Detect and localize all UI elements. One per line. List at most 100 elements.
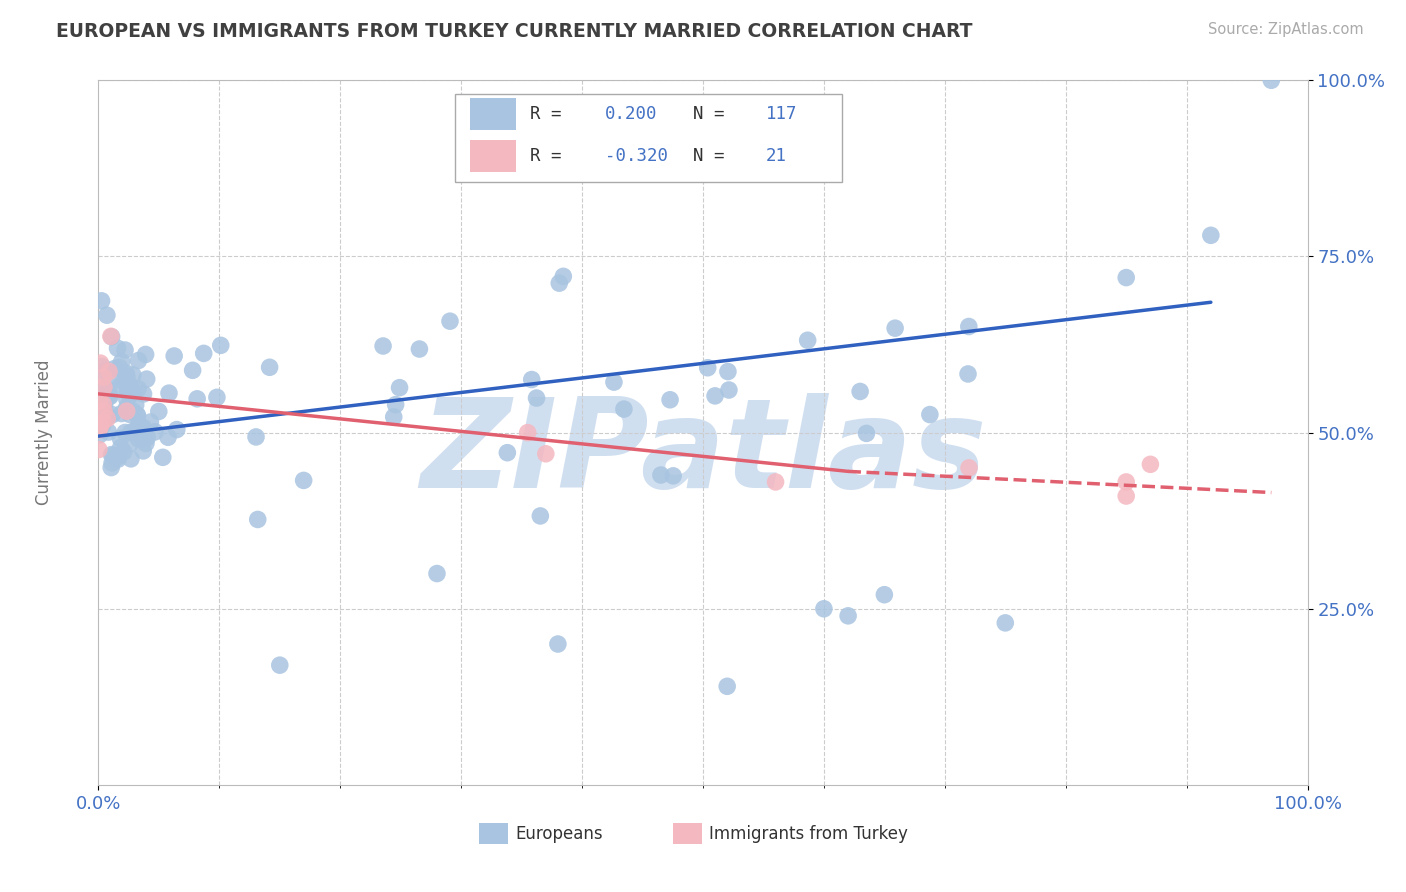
Point bbox=[98, 389, 121, 403]
Point bbox=[426, 566, 449, 581]
Point bbox=[716, 679, 738, 693]
Point bbox=[186, 392, 208, 406]
Point bbox=[796, 333, 818, 347]
Point bbox=[956, 367, 979, 381]
Point bbox=[98, 389, 121, 403]
Point bbox=[115, 366, 138, 380]
Point bbox=[121, 404, 143, 418]
Point bbox=[122, 368, 145, 382]
Point bbox=[118, 437, 141, 451]
Point bbox=[135, 372, 157, 386]
Point bbox=[553, 269, 575, 284]
Point bbox=[110, 432, 132, 446]
Text: Source: ZipAtlas.com: Source: ZipAtlas.com bbox=[1208, 22, 1364, 37]
Point bbox=[94, 393, 117, 408]
Point bbox=[603, 375, 626, 389]
Point bbox=[163, 349, 186, 363]
Point bbox=[112, 375, 135, 389]
Point bbox=[439, 314, 461, 328]
Point bbox=[918, 408, 941, 422]
Point bbox=[89, 393, 111, 408]
Point bbox=[717, 383, 740, 397]
Point bbox=[120, 451, 142, 466]
Point bbox=[112, 445, 135, 459]
Text: 21: 21 bbox=[766, 147, 787, 165]
Point bbox=[120, 425, 142, 440]
Point bbox=[93, 370, 115, 384]
Point bbox=[89, 356, 111, 370]
Point bbox=[496, 446, 519, 460]
Text: N =: N = bbox=[693, 105, 735, 123]
Point bbox=[662, 468, 685, 483]
Point bbox=[114, 425, 136, 440]
Point bbox=[520, 373, 543, 387]
Point bbox=[873, 588, 896, 602]
Point bbox=[516, 425, 538, 440]
Point bbox=[89, 427, 111, 442]
Point bbox=[650, 468, 672, 483]
Point bbox=[134, 425, 156, 439]
Point bbox=[108, 360, 131, 375]
Point bbox=[245, 430, 267, 444]
Bar bbox=[479, 823, 509, 844]
Bar bbox=[470, 140, 516, 172]
Point bbox=[127, 353, 149, 368]
Text: 117: 117 bbox=[766, 105, 797, 123]
Point bbox=[91, 415, 114, 429]
Point bbox=[124, 424, 146, 438]
Point bbox=[101, 408, 124, 422]
Point bbox=[1115, 475, 1137, 489]
Text: Currently Married: Currently Married bbox=[35, 359, 53, 506]
Point bbox=[98, 374, 121, 388]
Point bbox=[93, 398, 115, 412]
Point bbox=[87, 442, 110, 457]
Point bbox=[384, 398, 406, 412]
Text: -0.320: -0.320 bbox=[605, 147, 668, 165]
Point bbox=[132, 432, 155, 446]
Point bbox=[128, 418, 150, 433]
Point bbox=[193, 346, 215, 360]
Point bbox=[855, 426, 877, 441]
Point bbox=[131, 425, 153, 439]
Point bbox=[93, 384, 115, 398]
Point bbox=[957, 460, 980, 475]
Point bbox=[371, 339, 394, 353]
Point bbox=[93, 380, 115, 394]
Point bbox=[534, 447, 557, 461]
Bar bbox=[470, 98, 516, 129]
Point bbox=[136, 431, 159, 445]
Point bbox=[382, 409, 405, 424]
Point bbox=[132, 420, 155, 434]
Point bbox=[148, 404, 170, 418]
Point bbox=[118, 380, 141, 394]
Point bbox=[246, 512, 269, 526]
Point bbox=[120, 378, 142, 392]
Text: EUROPEAN VS IMMIGRANTS FROM TURKEY CURRENTLY MARRIED CORRELATION CHART: EUROPEAN VS IMMIGRANTS FROM TURKEY CURRE… bbox=[56, 22, 973, 41]
Point bbox=[93, 364, 115, 378]
Point bbox=[388, 381, 411, 395]
Point bbox=[108, 379, 131, 393]
Point bbox=[813, 601, 835, 615]
Point bbox=[205, 390, 228, 404]
Point bbox=[1260, 73, 1282, 87]
Point bbox=[1115, 270, 1137, 285]
Text: R =: R = bbox=[530, 105, 572, 123]
Point bbox=[114, 343, 136, 357]
Point bbox=[89, 419, 111, 434]
Text: R =: R = bbox=[530, 147, 572, 165]
Point bbox=[181, 363, 204, 377]
Point bbox=[157, 430, 180, 444]
Point bbox=[884, 321, 907, 335]
Point bbox=[100, 330, 122, 344]
Point bbox=[91, 418, 114, 433]
Point bbox=[152, 450, 174, 465]
Text: Immigrants from Turkey: Immigrants from Turkey bbox=[709, 824, 908, 843]
Point bbox=[115, 392, 138, 407]
Point bbox=[91, 397, 114, 411]
Bar bbox=[672, 823, 702, 844]
Point bbox=[97, 409, 120, 424]
Text: 0.200: 0.200 bbox=[605, 105, 658, 123]
Point bbox=[717, 365, 740, 379]
Point bbox=[110, 441, 132, 455]
Point bbox=[127, 408, 149, 422]
